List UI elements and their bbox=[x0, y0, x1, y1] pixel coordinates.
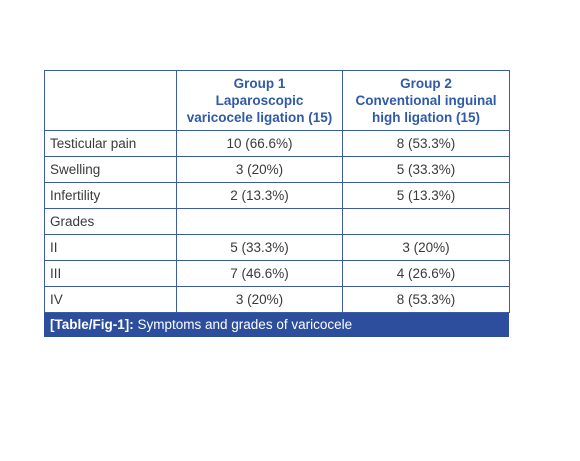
row-label: III bbox=[44, 260, 177, 287]
caption-tag: [Table/Fig-1]: bbox=[50, 317, 134, 332]
group-1-value: 3 (20%) bbox=[176, 156, 343, 183]
row-label: II bbox=[44, 234, 177, 261]
header-group-2-line-2: Conventional inguinal bbox=[355, 93, 497, 108]
table-row: Swelling 3 (20%) 5 (33.3%) bbox=[44, 156, 510, 183]
table-row: Testicular pain 10 (66.6%) 8 (53.3%) bbox=[44, 130, 510, 157]
table-row: II 5 (33.3%) 3 (20%) bbox=[44, 234, 510, 261]
group-2-value: 3 (20%) bbox=[342, 234, 510, 261]
table-caption: [Table/Fig-1]: Symptoms and grades of va… bbox=[44, 313, 509, 337]
table-row: IV 3 (20%) 8 (53.3%) bbox=[44, 286, 510, 313]
symptoms-table: Group 1 Laparoscopic varicocele ligation… bbox=[44, 70, 510, 313]
table-row: Infertility 2 (13.3%) 5 (13.3%) bbox=[44, 182, 510, 209]
row-label: Infertility bbox=[44, 182, 177, 209]
group-2-value: 5 (33.3%) bbox=[342, 156, 510, 183]
group-2-value: 5 (13.3%) bbox=[342, 182, 510, 209]
header-empty-cell bbox=[44, 70, 177, 131]
caption-text: Symptoms and grades of varicocele bbox=[133, 317, 353, 332]
group-1-value: 2 (13.3%) bbox=[176, 182, 343, 209]
group-2-value: 8 (53.3%) bbox=[342, 286, 510, 313]
group-2-value bbox=[342, 208, 510, 235]
table-figure: Group 1 Laparoscopic varicocele ligation… bbox=[44, 70, 510, 337]
row-label: Swelling bbox=[44, 156, 177, 183]
row-label: Testicular pain bbox=[44, 130, 177, 157]
group-1-value: 5 (33.3%) bbox=[176, 234, 343, 261]
group-2-value: 8 (53.3%) bbox=[342, 130, 510, 157]
header-group-1: Group 1 Laparoscopic varicocele ligation… bbox=[176, 70, 343, 131]
header-group-1-line-3: varicocele ligation (15) bbox=[186, 110, 333, 125]
group-1-value: 10 (66.6%) bbox=[176, 130, 343, 157]
header-group-2-line-1: Group 2 bbox=[400, 76, 452, 91]
table-header-row: Group 1 Laparoscopic varicocele ligation… bbox=[44, 70, 510, 131]
header-group-2-line-3: high ligation (15) bbox=[372, 110, 480, 125]
header-group-2: Group 2 Conventional inguinal high ligat… bbox=[342, 70, 510, 131]
group-1-value: 3 (20%) bbox=[176, 286, 343, 313]
table-row-section-grades: Grades bbox=[44, 208, 510, 235]
header-group-1-line-1: Group 1 bbox=[233, 76, 286, 91]
group-1-value: 7 (46.6%) bbox=[176, 260, 343, 287]
row-label: IV bbox=[44, 286, 177, 313]
table-row: III 7 (46.6%) 4 (26.6%) bbox=[44, 260, 510, 287]
group-1-value bbox=[176, 208, 343, 235]
row-label: Grades bbox=[44, 208, 177, 235]
header-group-1-line-2: Laparoscopic bbox=[215, 93, 304, 108]
group-2-value: 4 (26.6%) bbox=[342, 260, 510, 287]
